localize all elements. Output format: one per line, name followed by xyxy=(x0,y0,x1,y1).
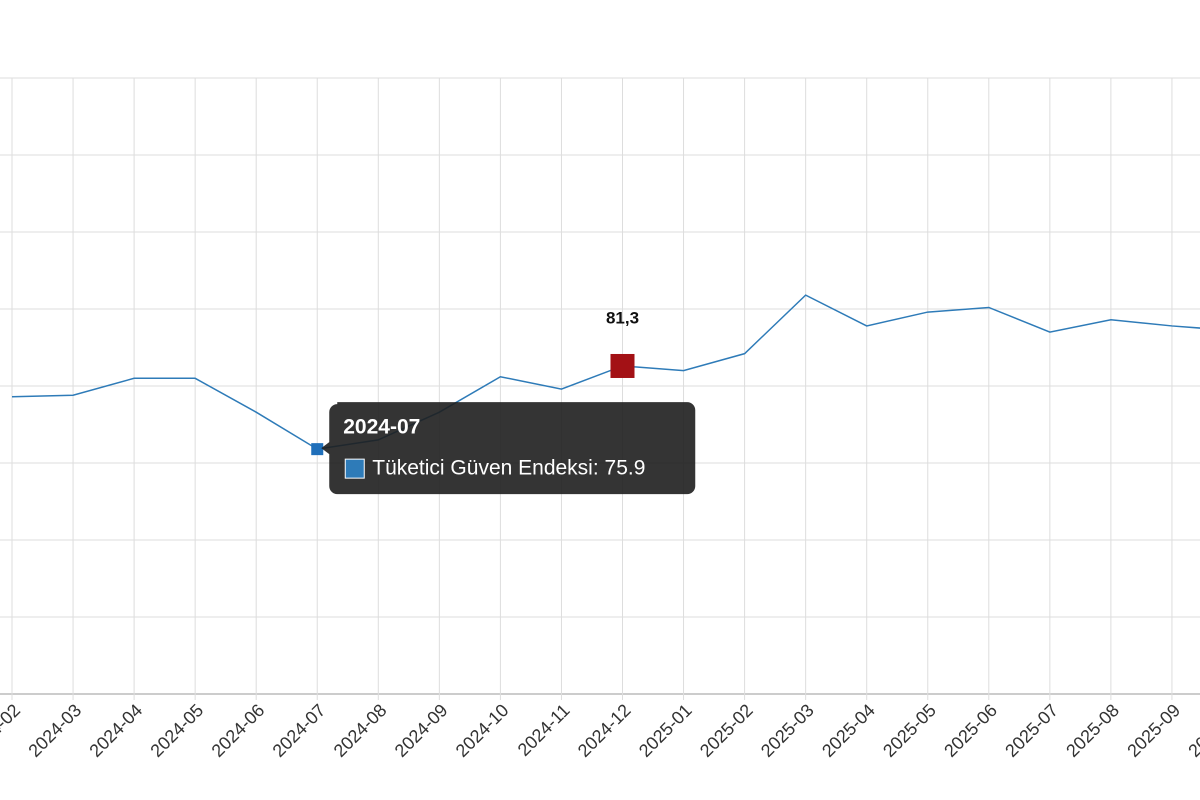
x-tick-label: 2024-10 xyxy=(452,700,513,761)
x-tick-label: 2025-10 xyxy=(1184,700,1200,761)
x-tick-label: 2024-12 xyxy=(574,700,635,761)
x-tick-label: 2025-01 xyxy=(635,700,696,761)
x-tick-label: 2025-04 xyxy=(818,700,879,761)
x-tick-label: 2024-05 xyxy=(146,700,207,761)
tooltip-title: 2024-07 xyxy=(343,416,420,439)
highlight-point xyxy=(610,353,635,378)
x-tick-label: 2024-02 xyxy=(0,700,24,761)
tooltip-box xyxy=(321,402,696,495)
x-tick-label: 2025-03 xyxy=(757,700,818,761)
x-tick-label: 2025-06 xyxy=(940,700,1001,761)
x-tick-label: 2024-03 xyxy=(24,700,85,761)
x-tick-label: 2025-09 xyxy=(1123,700,1184,761)
x-tick-label: 2025-07 xyxy=(1001,700,1062,761)
x-tick-label: 2024-06 xyxy=(208,700,269,761)
x-tick-label: 2024-08 xyxy=(330,700,391,761)
x-tick-label: 2025-02 xyxy=(696,700,757,761)
data-label: 81,3 xyxy=(606,308,639,327)
x-tick-label: 2024-04 xyxy=(85,700,146,761)
x-tick-label: 2024-07 xyxy=(269,700,330,761)
x-tick-label: 2025-08 xyxy=(1062,700,1123,761)
x-tick-label: 2025-05 xyxy=(879,700,940,761)
active-point xyxy=(311,443,324,456)
tooltip-text: Tüketici Güven Endeksi: 75.9 xyxy=(372,457,645,480)
x-tick-label: 2024-09 xyxy=(391,700,452,761)
tooltip-swatch xyxy=(344,458,365,479)
x-tick-label: 2024-11 xyxy=(514,700,574,760)
